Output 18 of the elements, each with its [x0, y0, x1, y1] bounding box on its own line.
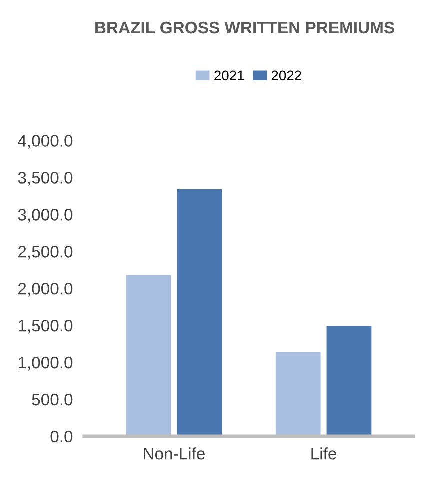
x-tick-label: Life: [312, 448, 336, 460]
bar: [126, 275, 172, 436]
chart-title: BRAZIL GROSS WRITTEN PREMIUMS: [96, 22, 394, 34]
y-tick-label: 0.0: [50, 430, 73, 443]
y-tick-label: 2,500.0: [18, 246, 73, 260]
bar: [177, 190, 222, 436]
legend-label: 2021: [214, 70, 244, 81]
y-tick-label: 3,000.0: [18, 209, 73, 223]
y-tick-label: 500.0: [32, 394, 73, 406]
bar: [276, 352, 321, 436]
y-tick-label: 3,500.0: [18, 172, 73, 186]
y-tick-label: 1,500.0: [18, 320, 73, 334]
y-tick-label: 4,000.0: [18, 135, 73, 149]
legend-label: 2022: [272, 70, 302, 81]
y-tick-label: 1,000.0: [18, 356, 73, 371]
y-tick-label: 2,000.0: [18, 282, 73, 297]
bar: [326, 326, 372, 436]
x-tick-label: Non-Life: [144, 448, 205, 460]
